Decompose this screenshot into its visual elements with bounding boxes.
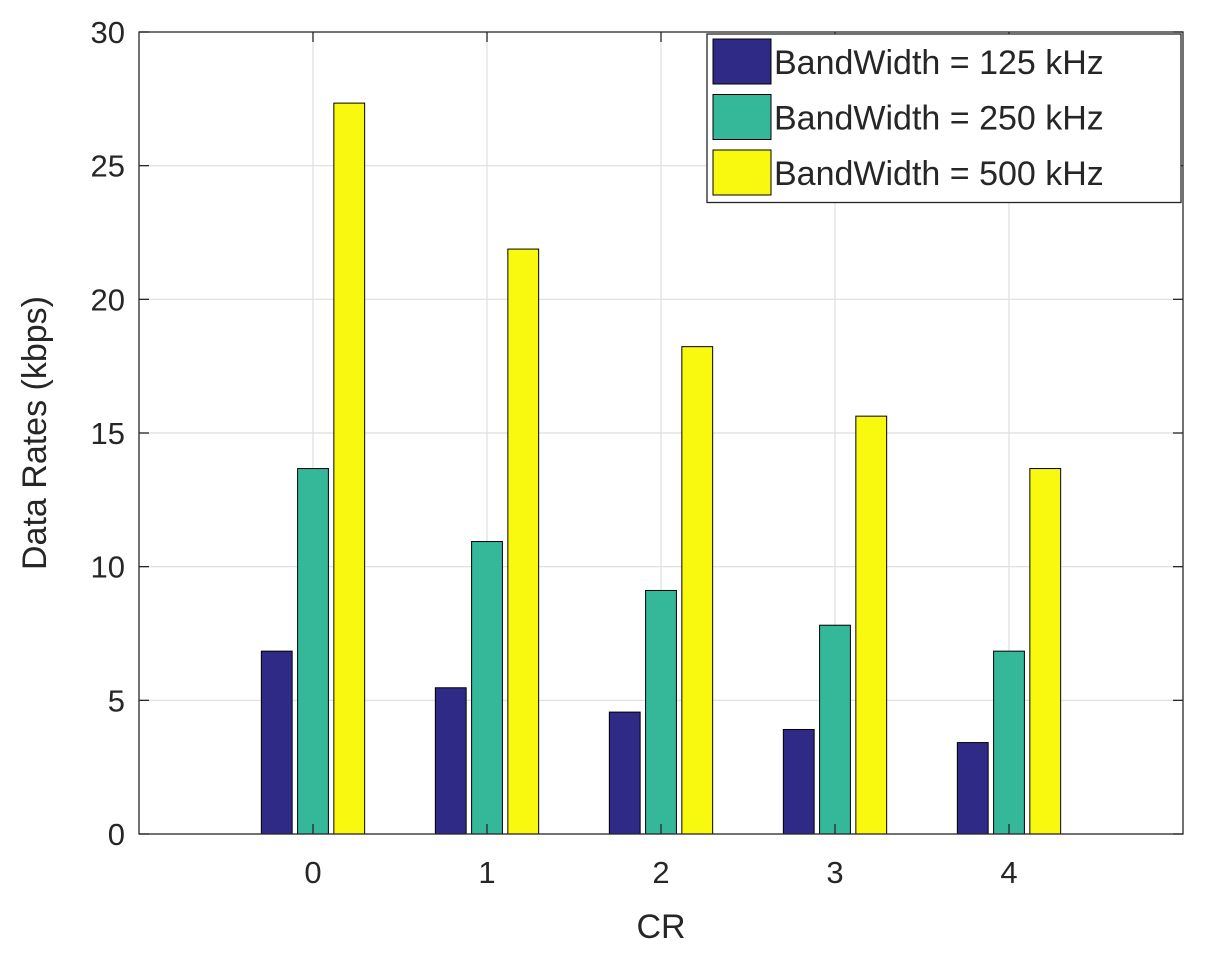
bar-s1-c4 bbox=[993, 650, 1025, 835]
legend-swatch-0 bbox=[712, 38, 772, 85]
bar-s2-c3 bbox=[855, 415, 888, 835]
y-tick-label-3: 15 bbox=[91, 416, 125, 451]
bar-s0-c1 bbox=[434, 687, 467, 835]
bar-s1-c0 bbox=[297, 468, 329, 835]
bar-s0-c3 bbox=[782, 728, 815, 835]
bar-s1-c2 bbox=[645, 589, 677, 835]
bar-s2-c2 bbox=[681, 346, 714, 835]
bar-s2-c1 bbox=[507, 248, 540, 835]
bar-s2-c4 bbox=[1029, 468, 1062, 835]
bar-s2-c0 bbox=[333, 102, 366, 835]
y-tick-label-2: 10 bbox=[91, 550, 125, 585]
bar-s0-c4 bbox=[956, 742, 989, 835]
legend-swatch-2 bbox=[712, 149, 772, 196]
bar-s1-c3 bbox=[819, 624, 851, 835]
y-tick-label-1: 5 bbox=[108, 683, 125, 718]
y-tick-label-5: 25 bbox=[91, 149, 125, 184]
bar-s0-c0 bbox=[260, 650, 293, 835]
bar-s0-c2 bbox=[608, 711, 641, 835]
x-tick-label-0: 0 bbox=[304, 855, 321, 890]
y-axis-label: Data Rates (kbps) bbox=[16, 296, 54, 570]
y-tick-label-4: 20 bbox=[91, 282, 125, 317]
y-tick-label-6: 30 bbox=[91, 15, 125, 50]
x-axis-label: CR bbox=[636, 908, 685, 946]
legend-box bbox=[706, 33, 1182, 204]
x-tick-label-1: 1 bbox=[478, 855, 495, 890]
bar-s1-c1 bbox=[471, 541, 503, 835]
legend-label-1: BandWidth = 250 kHz bbox=[774, 100, 1104, 138]
legend-swatch-1 bbox=[712, 94, 772, 140]
x-tick-label-4: 4 bbox=[1000, 855, 1017, 890]
legend: BandWidth = 125 kHz BandWidth = 250 kHz Ba… bbox=[706, 33, 1182, 204]
y-tick-labels: 0 5 10 15 20 25 30 bbox=[91, 15, 125, 852]
x-tick-labels: 0 1 2 3 4 bbox=[304, 855, 1017, 890]
y-tick-label-0: 0 bbox=[108, 817, 125, 852]
legend-label-0: BandWidth = 125 kHz bbox=[774, 44, 1104, 82]
x-tick-label-2: 2 bbox=[652, 855, 669, 890]
x-tick-label-3: 3 bbox=[826, 855, 843, 890]
legend-label-2: BandWidth = 500 kHz bbox=[774, 155, 1104, 193]
